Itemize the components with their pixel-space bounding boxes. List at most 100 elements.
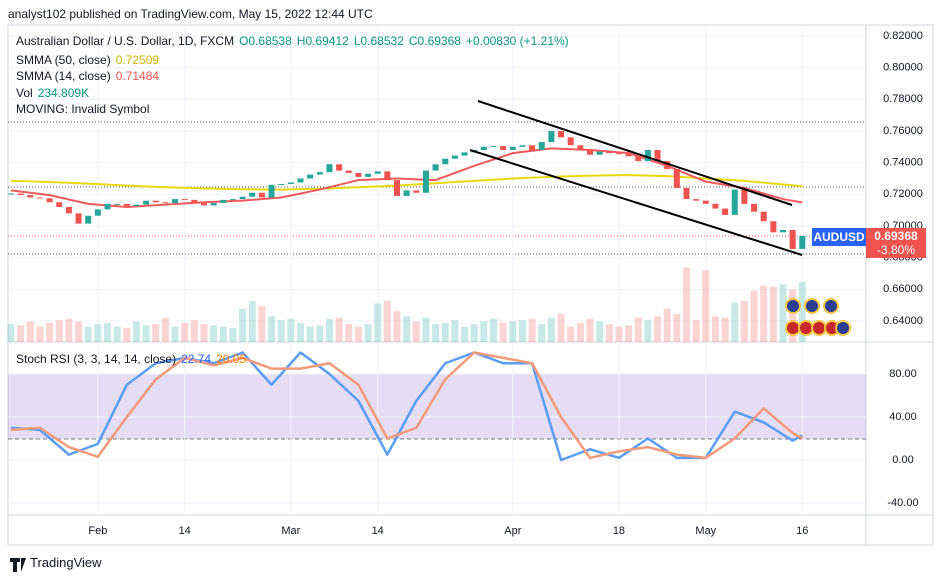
candle <box>519 145 526 147</box>
candle <box>65 207 72 214</box>
candle <box>461 152 468 156</box>
title: Australian Dollar / U.S. Dollar, 1D, FXC… <box>16 34 235 48</box>
volume-bar <box>692 320 700 342</box>
volume-bar <box>451 320 459 342</box>
x-tick-label: Mar <box>281 525 300 537</box>
ohlc: C0.69368 <box>408 34 461 48</box>
volume-bar <box>248 300 256 342</box>
legend-stoch: Stoch RSI (3, 3, 14, 14, close) 22.74 20.0… <box>16 352 251 366</box>
candle <box>201 203 207 206</box>
footer: TradingView <box>30 555 102 570</box>
volume-bar <box>239 308 247 342</box>
y-tick-label: 0.78000 <box>883 93 923 105</box>
y-tick-label: 0.74000 <box>883 157 923 169</box>
k-value: 22.74 <box>181 352 212 366</box>
candle <box>548 131 555 143</box>
volume-bar <box>277 320 285 342</box>
volume-bar <box>480 321 488 342</box>
symbol-box <box>812 228 866 246</box>
volume-bar <box>200 324 208 342</box>
candle <box>693 199 700 201</box>
y-tick-label: -40.00 <box>887 497 918 509</box>
volume-bar <box>634 317 642 342</box>
sma-value: 0.71484 <box>115 69 160 83</box>
candle <box>394 180 400 196</box>
candle <box>500 146 507 150</box>
change-label: -3.80% <box>876 243 916 257</box>
volume-bar <box>190 320 198 342</box>
candle <box>172 199 179 204</box>
volume-bar <box>740 300 748 342</box>
volume-bar <box>615 326 623 342</box>
x-tick-label: 18 <box>613 525 625 537</box>
volume-bar <box>625 325 633 342</box>
volume-bar <box>104 322 111 342</box>
candle <box>94 209 101 216</box>
candle <box>789 229 796 249</box>
candle <box>374 171 381 174</box>
volume-bar <box>84 326 92 342</box>
volume-bar <box>316 325 324 342</box>
candle <box>558 131 565 138</box>
y-tick-label: 80.00 <box>889 368 917 380</box>
y-tick-label: 0.00 <box>892 454 913 466</box>
candle <box>181 199 188 201</box>
volume-bar <box>499 322 507 342</box>
y-tick-label: 0.72000 <box>883 188 923 200</box>
logo <box>10 558 26 572</box>
candle <box>220 199 227 204</box>
candle <box>85 215 92 224</box>
candle <box>529 145 536 150</box>
legend-main: Australian Dollar / U.S. Dollar, 1D, FXC… <box>16 34 574 48</box>
candle <box>538 142 545 150</box>
volume-bar <box>760 285 768 342</box>
legend-vol: Vol 234.809K <box>16 86 94 100</box>
volume-bar <box>287 318 295 342</box>
candle <box>644 150 651 162</box>
candle <box>287 182 294 185</box>
candle <box>36 197 43 199</box>
note: MOVING: Invalid Symbol <box>16 102 150 116</box>
volume-bar <box>432 324 440 342</box>
price-box <box>866 228 926 258</box>
stoch-line <box>10 351 803 462</box>
candle <box>654 150 661 162</box>
volume-bar <box>461 326 469 342</box>
volume-bar <box>576 322 584 342</box>
volume-bar <box>161 317 169 342</box>
flag-icons <box>785 298 851 336</box>
candle <box>760 211 767 222</box>
candle <box>229 199 236 201</box>
volume-bar <box>422 317 430 342</box>
symbol-label: AUDUSD <box>813 230 865 244</box>
change: +0.00830 (+1.21%) <box>465 34 569 48</box>
sma-name: SMMA (14, close) <box>16 69 111 83</box>
volume-bar <box>779 284 787 342</box>
candle <box>258 192 265 198</box>
volume-bar <box>605 324 613 342</box>
volume-bar <box>75 321 83 342</box>
volume-bar <box>538 324 546 342</box>
volume-bar <box>26 321 34 342</box>
ohlc: L0.68532 <box>353 34 404 48</box>
candle <box>509 146 516 150</box>
volume-bar <box>528 318 536 342</box>
candle <box>722 208 729 215</box>
volume-bar <box>654 316 662 342</box>
plot: 0.82000 0.80000 0.78000 0.76000 0.74000 0.720… <box>7 25 923 537</box>
legend-sma: SMMA (50, close) 0.72509 <box>16 53 164 67</box>
volume-bar <box>702 270 710 342</box>
volume-bar <box>152 324 160 342</box>
d-value: 20.05 <box>216 352 247 366</box>
candle <box>625 153 632 157</box>
publisher: analyst102 published on TradingView.com,… <box>8 7 373 21</box>
candle <box>587 150 593 155</box>
y-tick-label: 0.76000 <box>883 125 923 137</box>
volume-bar <box>210 325 218 342</box>
candle <box>268 184 275 198</box>
volume-bar <box>644 320 652 342</box>
x-tick-label: May <box>695 525 716 537</box>
candle <box>355 172 362 177</box>
